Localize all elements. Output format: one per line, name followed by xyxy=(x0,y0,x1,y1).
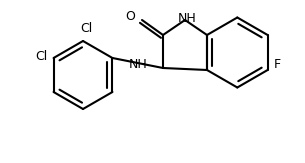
Text: Cl: Cl xyxy=(80,22,92,35)
Text: F: F xyxy=(274,59,281,72)
Text: NH: NH xyxy=(178,12,196,25)
Text: NH: NH xyxy=(128,58,147,71)
Text: O: O xyxy=(125,10,135,23)
Text: Cl: Cl xyxy=(35,50,48,62)
